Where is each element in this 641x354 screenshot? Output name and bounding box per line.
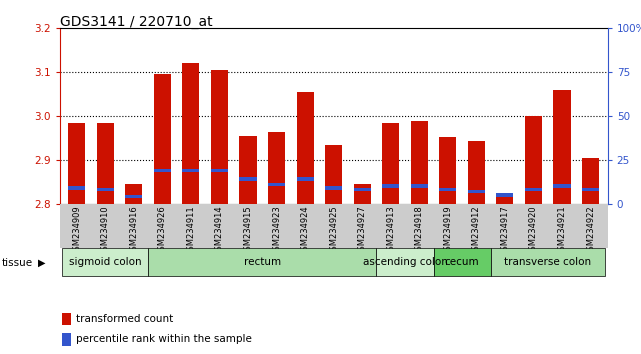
- Bar: [382, 184, 399, 188]
- Bar: [68, 122, 85, 204]
- Text: GDS3141 / 220710_at: GDS3141 / 220710_at: [60, 15, 212, 29]
- Bar: [297, 92, 313, 204]
- Bar: [182, 169, 199, 172]
- Text: GSM234911: GSM234911: [187, 205, 196, 256]
- Bar: [125, 184, 142, 204]
- Text: GSM234917: GSM234917: [501, 205, 510, 256]
- Bar: [411, 184, 428, 188]
- Bar: [211, 70, 228, 204]
- Bar: [62, 333, 71, 346]
- Text: GSM234918: GSM234918: [415, 205, 424, 256]
- Bar: [468, 189, 485, 193]
- Bar: [325, 145, 342, 204]
- Bar: [97, 188, 114, 191]
- Text: GSM234927: GSM234927: [358, 205, 367, 256]
- Bar: [268, 132, 285, 204]
- Bar: [154, 169, 171, 172]
- Text: transformed count: transformed count: [76, 314, 173, 324]
- Bar: [490, 249, 605, 276]
- Text: GSM234916: GSM234916: [129, 205, 138, 256]
- Bar: [553, 90, 570, 204]
- Text: GSM234915: GSM234915: [244, 205, 253, 256]
- Text: sigmoid colon: sigmoid colon: [69, 257, 142, 267]
- Bar: [553, 184, 570, 188]
- Text: ascending colon: ascending colon: [363, 257, 447, 267]
- Bar: [325, 186, 342, 189]
- Bar: [354, 184, 370, 204]
- Text: GSM234922: GSM234922: [586, 205, 595, 256]
- Bar: [433, 249, 490, 276]
- Bar: [62, 249, 148, 276]
- Bar: [97, 122, 114, 204]
- Bar: [240, 177, 256, 181]
- Text: GSM234919: GSM234919: [444, 205, 453, 256]
- Text: rectum: rectum: [244, 257, 281, 267]
- Bar: [354, 188, 370, 191]
- Bar: [125, 195, 142, 198]
- Bar: [240, 136, 256, 204]
- Text: GSM234924: GSM234924: [301, 205, 310, 256]
- Bar: [154, 74, 171, 204]
- Text: GSM234912: GSM234912: [472, 205, 481, 256]
- Text: cecum: cecum: [445, 257, 479, 267]
- Bar: [439, 188, 456, 191]
- Bar: [411, 121, 428, 204]
- Text: GSM234923: GSM234923: [272, 205, 281, 256]
- Bar: [382, 122, 399, 204]
- Text: percentile rank within the sample: percentile rank within the sample: [76, 335, 252, 344]
- Bar: [525, 188, 542, 191]
- Text: GSM234920: GSM234920: [529, 205, 538, 256]
- Text: transverse colon: transverse colon: [504, 257, 591, 267]
- Bar: [496, 193, 513, 196]
- Text: GSM234921: GSM234921: [558, 205, 567, 256]
- Text: GSM234910: GSM234910: [101, 205, 110, 256]
- Text: ▶: ▶: [38, 258, 46, 268]
- Bar: [182, 63, 199, 204]
- Bar: [148, 249, 376, 276]
- Bar: [582, 158, 599, 204]
- Bar: [496, 194, 513, 204]
- Text: GSM234914: GSM234914: [215, 205, 224, 256]
- Text: GSM234926: GSM234926: [158, 205, 167, 256]
- Bar: [268, 183, 285, 186]
- Text: GSM234909: GSM234909: [72, 205, 81, 256]
- Bar: [468, 141, 485, 204]
- Text: GSM234925: GSM234925: [329, 205, 338, 256]
- Bar: [376, 249, 433, 276]
- Bar: [525, 116, 542, 204]
- Text: tissue: tissue: [2, 258, 33, 268]
- Bar: [582, 188, 599, 191]
- Text: GSM234913: GSM234913: [387, 205, 395, 256]
- Bar: [211, 169, 228, 172]
- Bar: [62, 313, 71, 325]
- Bar: [68, 186, 85, 189]
- Bar: [297, 177, 313, 181]
- Bar: [439, 137, 456, 204]
